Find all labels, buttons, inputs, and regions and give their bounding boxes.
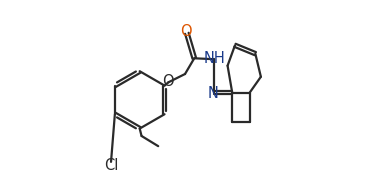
Text: Cl: Cl: [105, 158, 119, 173]
Text: O: O: [162, 74, 174, 89]
Text: NH: NH: [204, 51, 226, 66]
Text: O: O: [180, 24, 192, 39]
Text: N: N: [207, 86, 218, 101]
